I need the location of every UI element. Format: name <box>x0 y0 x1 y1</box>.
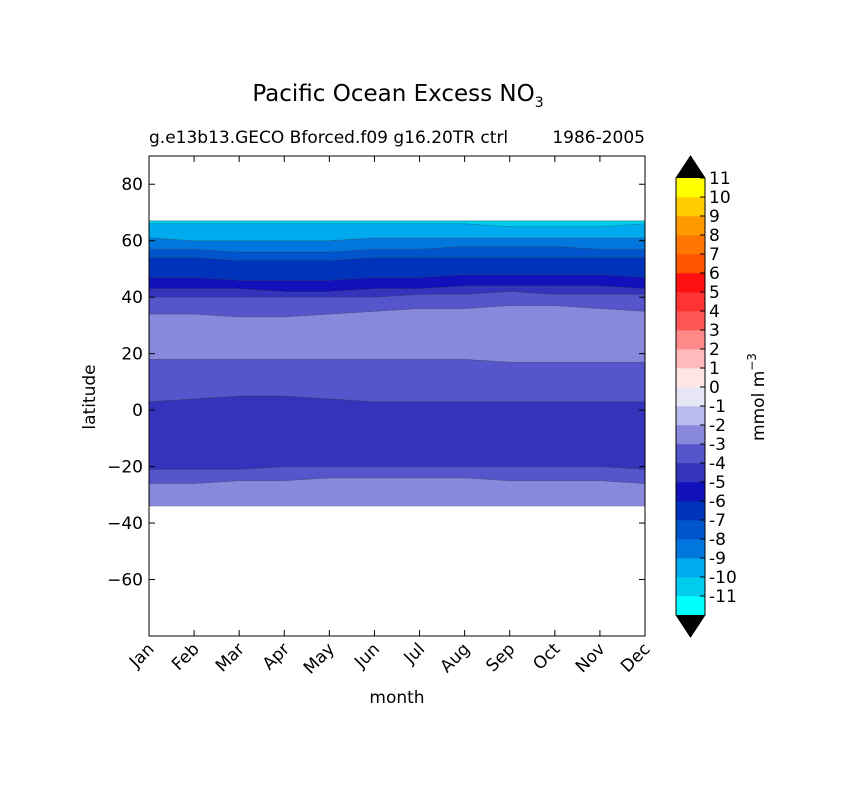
colorbar-tick-label: -11 <box>709 587 737 607</box>
colorbar-swatch <box>676 349 705 369</box>
colorbar-swatch <box>676 463 705 483</box>
chart-title-main: Pacific Ocean Excess NO <box>252 81 534 107</box>
colorbar-swatch <box>676 482 705 502</box>
colorbar-swatch <box>676 216 705 236</box>
colorbar-swatch <box>676 235 705 255</box>
colorbar-tick-label: -5 <box>709 473 726 493</box>
y-tick-label: 40 <box>121 288 143 308</box>
contour-band <box>148 395 646 470</box>
colorbar-tick-label: -4 <box>709 454 726 474</box>
colorbar-swatch <box>676 387 705 407</box>
chart-subtitle-right: 1986-2005 <box>552 128 645 148</box>
colorbar-swatch <box>676 539 705 559</box>
colorbar-swatch <box>676 254 705 274</box>
x-axis-label: month <box>369 688 424 708</box>
y-axis-label: latitude <box>80 364 100 429</box>
chart-subtitle-left: g.e13b13.GECO Bforced.f09 g16.20TR ctrl <box>149 128 508 148</box>
plot-frame <box>148 155 646 637</box>
colorbar-extend-max <box>676 156 705 178</box>
colorbar-tick-label: 4 <box>709 302 720 322</box>
colorbar-tick-label: 8 <box>709 226 720 246</box>
colorbar-tick-label: 0 <box>709 378 720 398</box>
x-tick-label: Jul <box>400 639 429 668</box>
colorbar-tick-label: -6 <box>709 492 726 512</box>
colorbar-label-superscript: −3 <box>745 353 759 371</box>
colorbar-tick-label: -3 <box>709 435 726 455</box>
colorbar-swatch <box>676 577 705 597</box>
colorbar-swatch <box>676 273 705 293</box>
x-tick-label: Mar <box>212 639 249 676</box>
x-tick-label: Dec <box>617 639 654 676</box>
colorbar-tick-label: 7 <box>709 245 720 265</box>
chart-title: Pacific Ocean Excess NO3 <box>252 81 543 111</box>
colorbar-tick-label: 1 <box>709 359 720 379</box>
x-tick-label: Jun <box>350 639 384 673</box>
colorbar-tick-label: 5 <box>709 283 720 303</box>
colorbar-tick-label: -1 <box>709 397 726 417</box>
x-tick-label: Oct <box>529 639 564 674</box>
y-axis-ticks: 80 60 40 20 0 −20 −40 −60 <box>107 175 645 591</box>
y-tick-label: −20 <box>107 458 143 478</box>
x-tick-label: Feb <box>168 639 203 674</box>
colorbar-tick-label: 2 <box>709 340 720 360</box>
x-tick-label: Apr <box>259 639 294 674</box>
colorbar-swatch <box>676 444 705 464</box>
y-tick-label: 60 <box>121 232 143 252</box>
y-tick-label: −60 <box>107 571 143 591</box>
colorbar-tick-label: -2 <box>709 416 726 436</box>
colorbar-swatch <box>676 425 705 445</box>
colorbar-label: mmol m−3 <box>745 353 769 441</box>
x-tick-label: Aug <box>437 639 475 677</box>
x-tick-label: Sep <box>482 639 519 676</box>
colorbar-tick-label: -7 <box>709 511 726 531</box>
colorbar-tick-label: -9 <box>709 549 726 569</box>
plot-area: 80 60 40 20 0 −20 −40 −60 Jan Feb Mar Apr May Jun Jul… <box>107 155 655 678</box>
colorbar-swatch <box>676 558 705 578</box>
colorbar-tick-label: 10 <box>709 188 731 208</box>
colorbar-tick-label: 9 <box>709 207 720 227</box>
y-tick-label: 80 <box>121 175 143 195</box>
colorbar-swatch <box>676 501 705 521</box>
colorbar-label-main: mmol m <box>749 371 769 441</box>
colorbar-swatch <box>676 292 705 312</box>
colorbar-swatch <box>676 330 705 350</box>
x-tick-label: Jan <box>125 639 158 672</box>
y-tick-label: 20 <box>121 345 143 365</box>
x-tick-label: Nov <box>572 639 610 677</box>
y-tick-label: 0 <box>132 401 143 421</box>
colorbar-swatch <box>676 197 705 217</box>
colorbar-tick-label: -10 <box>709 568 737 588</box>
colorbar-tick-label: -8 <box>709 530 726 550</box>
chart-title-subscript: 3 <box>535 95 544 111</box>
contour-band <box>148 477 646 507</box>
colorbar-tick-label: 3 <box>709 321 720 341</box>
contour-band <box>148 359 646 402</box>
y-tick-label: −40 <box>107 514 143 534</box>
colorbar-tick-label: 6 <box>709 264 720 284</box>
contour-bands <box>148 220 646 507</box>
x-tick-label: May <box>300 639 339 678</box>
colorbar-swatch <box>676 520 705 540</box>
colorbar-outline <box>675 155 706 638</box>
colorbar-swatch <box>676 368 705 388</box>
colorbar-swatch <box>676 178 705 198</box>
colorbar-swatch <box>676 311 705 331</box>
colorbar-swatch <box>676 596 705 616</box>
colorbar-tick-label: 11 <box>709 169 731 189</box>
colorbar-swatch <box>676 406 705 426</box>
colorbar-extend-min <box>676 615 705 637</box>
